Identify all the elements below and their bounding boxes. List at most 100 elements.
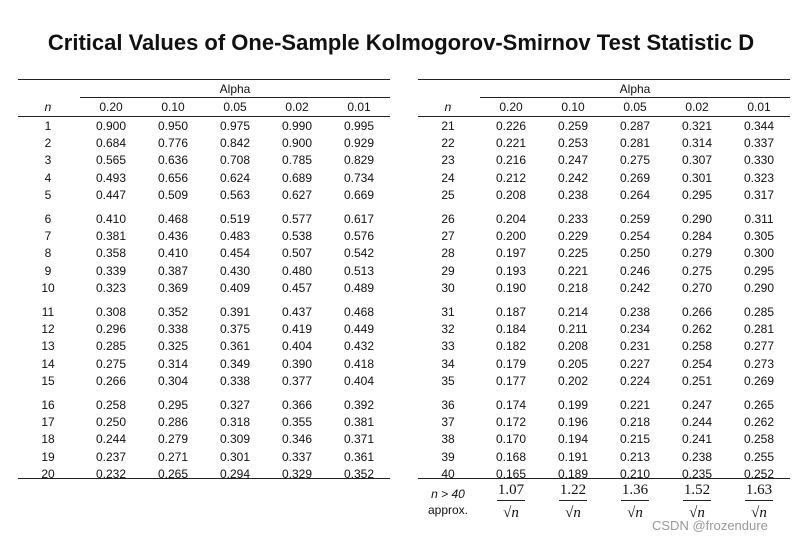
cell: 0.338 bbox=[219, 373, 251, 388]
row-n: 16 bbox=[41, 398, 55, 412]
row-n: 32 bbox=[441, 322, 455, 337]
cell: 0.205 bbox=[557, 356, 589, 371]
row-n: 29 bbox=[441, 263, 455, 278]
row-n: 34 bbox=[441, 356, 455, 371]
cell: 0.221 bbox=[495, 136, 527, 151]
row-n: 17 bbox=[41, 415, 55, 430]
cell: 0.975 bbox=[219, 119, 251, 133]
cell: 0.656 bbox=[157, 170, 189, 185]
cell: 0.208 bbox=[557, 339, 589, 354]
cell: 0.507 bbox=[281, 246, 313, 261]
cell: 0.264 bbox=[619, 187, 651, 202]
rule bbox=[683, 500, 711, 501]
cell: 0.177 bbox=[495, 373, 527, 388]
cell: 0.237 bbox=[95, 449, 127, 464]
cell: 0.246 bbox=[619, 263, 651, 278]
cell: 0.352 bbox=[343, 466, 375, 481]
column-header: 0.20 bbox=[99, 100, 123, 114]
cell: 0.355 bbox=[281, 415, 313, 430]
cell: 0.269 bbox=[743, 373, 775, 388]
cell: 0.170 bbox=[495, 432, 527, 447]
cell: 0.377 bbox=[281, 373, 313, 388]
cell: 0.624 bbox=[219, 170, 251, 185]
group-header: Alpha bbox=[619, 82, 651, 96]
cell: 0.929 bbox=[343, 136, 375, 151]
cell: 0.418 bbox=[343, 356, 375, 371]
cell: 0.489 bbox=[343, 280, 375, 295]
row-n: 6 bbox=[44, 212, 52, 226]
cell: 0.258 bbox=[743, 432, 775, 447]
cell: 0.287 bbox=[619, 119, 651, 133]
cell: 0.409 bbox=[219, 280, 251, 295]
cell: 0.221 bbox=[619, 398, 651, 412]
cell: 0.259 bbox=[557, 119, 589, 133]
numerator: 1.22 bbox=[559, 482, 587, 498]
cell: 0.344 bbox=[743, 119, 775, 133]
cell: 0.211 bbox=[558, 322, 588, 337]
row-n: 20 bbox=[41, 466, 55, 481]
cell: 0.284 bbox=[681, 229, 713, 244]
cell: 0.226 bbox=[495, 119, 527, 133]
row-n: 40 bbox=[441, 466, 455, 481]
rule bbox=[18, 478, 390, 479]
cell: 0.317 bbox=[743, 187, 775, 202]
cell: 0.565 bbox=[95, 153, 127, 168]
cell: 0.179 bbox=[495, 356, 527, 371]
cell: 0.339 bbox=[95, 263, 127, 278]
row-n: 15 bbox=[41, 373, 55, 388]
cell: 0.165 bbox=[495, 466, 527, 481]
cell: 0.242 bbox=[619, 280, 651, 295]
cell: 0.304 bbox=[157, 373, 189, 388]
group-header: Alpha bbox=[219, 82, 251, 96]
cell: 0.776 bbox=[157, 136, 189, 151]
row-n: 12 bbox=[41, 322, 55, 337]
cell: 0.381 bbox=[95, 229, 127, 244]
cell: 0.254 bbox=[619, 229, 651, 244]
cell: 0.233 bbox=[557, 212, 589, 226]
cell: 0.454 bbox=[219, 246, 251, 261]
denominator: √n bbox=[627, 505, 643, 521]
cell: 0.329 bbox=[281, 466, 313, 481]
cell: 0.208 bbox=[495, 187, 527, 202]
cell: 0.493 bbox=[95, 170, 127, 185]
cell: 0.189 bbox=[557, 466, 589, 481]
cell: 0.483 bbox=[219, 229, 251, 244]
numerator: 1.36 bbox=[621, 482, 649, 498]
cell: 0.212 bbox=[495, 170, 527, 185]
cell: 0.224 bbox=[619, 373, 651, 388]
cell: 0.281 bbox=[743, 322, 775, 337]
cell: 0.785 bbox=[281, 153, 313, 168]
cell: 0.390 bbox=[281, 356, 313, 371]
denominator: √n bbox=[565, 505, 581, 521]
cell: 0.251 bbox=[681, 373, 713, 388]
cell: 0.227 bbox=[619, 356, 651, 371]
cell: 0.271 bbox=[157, 449, 189, 464]
cell: 0.214 bbox=[557, 305, 589, 319]
row-n: 14 bbox=[41, 356, 55, 371]
cell: 0.238 bbox=[557, 187, 589, 202]
cell: 0.258 bbox=[95, 398, 127, 412]
cell: 0.200 bbox=[495, 229, 527, 244]
cell: 0.404 bbox=[343, 373, 375, 388]
cell: 0.196 bbox=[557, 415, 589, 430]
column-header: 0.01 bbox=[747, 100, 771, 114]
cell: 0.391 bbox=[219, 305, 251, 319]
column-header: 0.10 bbox=[561, 100, 585, 114]
cell: 0.218 bbox=[557, 280, 589, 295]
rule bbox=[621, 500, 649, 501]
row-n: 13 bbox=[41, 339, 55, 354]
cell: 0.361 bbox=[219, 339, 251, 354]
cell: 0.689 bbox=[281, 170, 313, 185]
cell: 0.990 bbox=[281, 119, 313, 133]
cell: 0.187 bbox=[495, 305, 527, 319]
row-n: 23 bbox=[441, 153, 455, 168]
column-header: n bbox=[444, 100, 452, 114]
row-n: 38 bbox=[441, 432, 455, 447]
cell: 0.314 bbox=[157, 356, 189, 371]
cell: 0.576 bbox=[343, 229, 375, 244]
cell: 0.244 bbox=[95, 432, 127, 447]
cell: 0.305 bbox=[743, 229, 775, 244]
denominator: √n bbox=[751, 505, 767, 521]
cell: 0.708 bbox=[219, 153, 251, 168]
row-n: 27 bbox=[441, 229, 455, 244]
